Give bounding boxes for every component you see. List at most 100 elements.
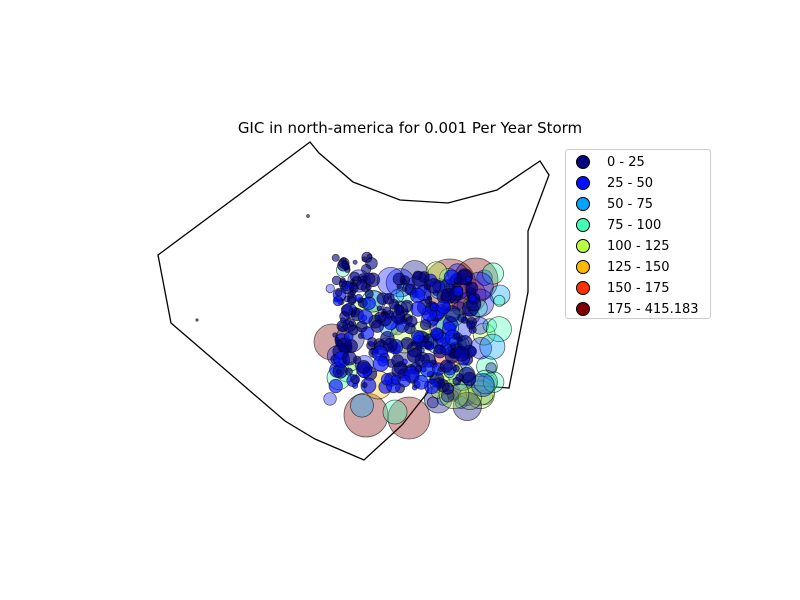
legend-swatch: [576, 155, 590, 169]
gic-bubble: [453, 276, 462, 285]
gic-bubble: [406, 348, 422, 363]
gic-bubble: [439, 359, 453, 373]
gic-bubbles-layer: [195, 214, 512, 440]
gic-bubble: [457, 335, 473, 351]
gic-bubble: [306, 214, 310, 218]
gic-bubble: [465, 281, 479, 295]
gic-bubble: [452, 364, 460, 373]
gic-bubble: [453, 332, 460, 340]
legend-label: 125 - 150: [607, 259, 670, 275]
legend-item: 150 - 175: [576, 278, 670, 298]
gic-bubble: [433, 344, 447, 359]
gic-bubble: [426, 278, 442, 294]
gic-bubble: [413, 374, 429, 390]
legend-swatch: [576, 176, 590, 190]
gic-bubble: [387, 396, 431, 440]
legend-label: 75 - 100: [607, 217, 662, 233]
gic-bubble: [393, 304, 405, 315]
legend-swatch: [576, 239, 590, 253]
gic-bubble: [410, 301, 427, 317]
gic-bubble: [323, 392, 337, 406]
legend-label: 100 - 125: [607, 238, 670, 254]
gic-bubble: [361, 263, 372, 275]
gic-bubble: [452, 376, 462, 386]
gic-bubble: [486, 316, 512, 343]
gic-bubble: [466, 320, 476, 330]
gic-bubble: [485, 362, 497, 374]
gic-bubble: [479, 333, 506, 360]
gic-bubble: [411, 384, 418, 391]
legend-swatch: [576, 218, 590, 232]
gic-bubble: [420, 366, 427, 373]
legend-label: 50 - 75: [607, 196, 654, 212]
gic-bubble: [367, 337, 377, 347]
legend-item: 0 - 25: [576, 152, 645, 172]
gic-bubble: [325, 283, 335, 294]
legend-item: 125 - 150: [576, 257, 670, 277]
gic-bubble: [442, 382, 455, 395]
legend-label: 150 - 175: [607, 280, 670, 296]
gic-bubble: [383, 292, 395, 305]
gic-bubble: [366, 253, 373, 260]
gic-bubble: [349, 271, 360, 282]
legend-swatch: [576, 281, 590, 295]
legend-item: 50 - 75: [576, 194, 653, 214]
gic-bubble: [335, 289, 343, 297]
gic-bubble: [411, 330, 425, 344]
gic-bubble: [352, 259, 358, 265]
gic-bubble: [410, 340, 416, 346]
gic-bubble: [372, 355, 389, 372]
gic-bubble: [436, 299, 451, 315]
gic-bubble: [328, 378, 343, 394]
gic-bubble: [331, 253, 340, 262]
gic-bubble: [412, 270, 423, 280]
legend-label: 175 - 415.183: [607, 301, 699, 317]
gic-bubble: [350, 374, 361, 385]
gic-bubble: [360, 377, 377, 394]
region-boundary: [157, 141, 550, 461]
legend-swatch: [576, 302, 590, 316]
gic-bubble: [468, 294, 477, 303]
gic-bubble: [462, 371, 477, 386]
gic-bubble: [332, 332, 338, 338]
gic-bubble: [426, 396, 439, 409]
gic-bubble: [332, 295, 344, 307]
gic-bubble: [401, 278, 408, 285]
gic-bubble: [465, 276, 472, 283]
gic-bubble: [361, 382, 368, 388]
gic-bubble: [348, 321, 355, 327]
legend-item: 100 - 125: [576, 236, 670, 256]
legend-swatch: [576, 197, 590, 211]
gic-bubble: [401, 358, 408, 365]
gic-bubble: [335, 339, 343, 348]
gic-bubble: [382, 399, 408, 425]
gic-bubble: [355, 279, 368, 291]
gic-bubble: [429, 378, 435, 384]
gic-bubble: [493, 294, 506, 307]
map-title: GIC in north-america for 0.001 Per Year …: [237, 119, 583, 137]
gic-bubble: [420, 341, 427, 348]
gic-bubble: [362, 296, 376, 310]
gic-bubble: [356, 360, 371, 374]
gic-bubble: [419, 347, 425, 353]
gic-bubble: [414, 364, 422, 373]
legend-item: 175 - 415.183: [576, 299, 699, 319]
gic-bubble: [427, 295, 433, 301]
gic-bubble: [342, 350, 357, 366]
gic-bubble: [452, 391, 482, 421]
gic-bubble: [450, 349, 456, 355]
gic-bubble: [430, 327, 443, 340]
gic-bubble: [343, 331, 354, 342]
gic-bubble: [338, 279, 348, 288]
legend: 0 - 25 25 - 50 50 - 75 75 - 100 100 - 125 125…: [565, 149, 711, 319]
gic-bubble: [476, 269, 493, 286]
gic-bubble: [398, 374, 411, 388]
gic-bubble: [354, 293, 363, 303]
legend-label: 0 - 25: [607, 154, 645, 170]
gic-bubble: [460, 316, 469, 324]
gic-bubble: [343, 295, 351, 303]
gic-bubble: [452, 285, 464, 297]
gic-bubble: [337, 259, 350, 272]
gic-bubble: [351, 309, 357, 315]
gic-bubble: [195, 318, 199, 322]
